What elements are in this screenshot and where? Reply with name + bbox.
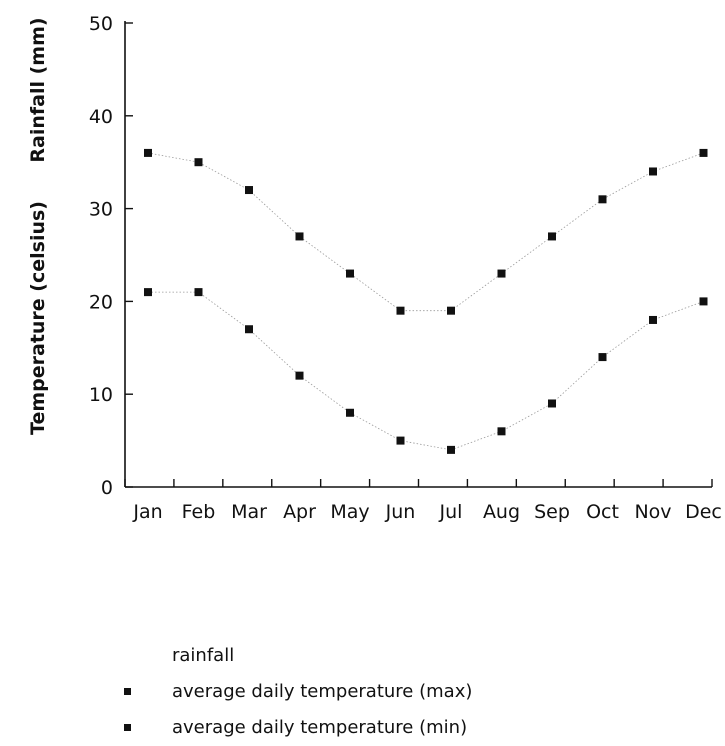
data-point-max-sep [548, 232, 556, 241]
y-axis-title-temperature: Temperature (celsius) [27, 201, 49, 435]
data-point-max-nov [649, 167, 657, 176]
y-tick-label-20: 20 [89, 291, 113, 313]
data-point-max-may [346, 269, 354, 278]
series-line-max [147, 152, 704, 312]
square-marker-icon [124, 724, 131, 731]
data-point-max-mar [245, 186, 253, 195]
data-point-max-apr [295, 232, 304, 241]
y-tick-label-50: 50 [89, 13, 113, 35]
y-tick-label-30: 30 [89, 199, 113, 221]
data-point-max-feb [194, 158, 203, 167]
data-point-max-jan [144, 148, 152, 157]
x-tick-label-jun: Jun [385, 501, 416, 523]
x-tick-label-apr: Apr [283, 501, 316, 523]
data-point-min-jul [447, 445, 455, 454]
x-tick-label-aug: Aug [483, 501, 520, 523]
data-point-max-jul [447, 306, 455, 315]
x-tick-label-oct: Oct [586, 501, 619, 523]
data-points [144, 148, 708, 454]
data-point-min-apr [295, 371, 304, 380]
legend-label-min: average daily temperature (min) [172, 717, 468, 738]
legend-label-rainfall: rainfall [172, 645, 235, 666]
legend: rainfall average daily temperature (max)… [110, 638, 670, 746]
axes: 0 10 20 30 40 50 Jan Feb Mar Apr May Jun Jul Aug Sep Oc… [89, 13, 722, 523]
data-point-min-may [346, 408, 354, 417]
x-tick-label-nov: Nov [634, 501, 671, 523]
legend-item-rainfall: rainfall [110, 638, 670, 674]
square-marker-icon [124, 688, 131, 695]
x-tick-label-mar: Mar [231, 501, 267, 523]
y-tick-label-40: 40 [89, 106, 113, 128]
trend-lines [147, 152, 704, 451]
x-tick-label-dec: Dec [685, 501, 722, 523]
x-tick-label-sep: Sep [534, 501, 570, 523]
data-point-max-aug [497, 269, 506, 278]
data-point-min-jun [396, 436, 405, 445]
data-point-min-dec [699, 297, 708, 306]
y-axis-title-rainfall: Rainfall (mm) [27, 17, 49, 162]
legend-item-max: average daily temperature (max) [110, 674, 670, 710]
y-tick-label-10: 10 [89, 384, 113, 406]
series-line-min [148, 291, 704, 451]
data-point-min-oct [598, 353, 607, 362]
data-point-min-mar [245, 325, 253, 334]
legend-item-min: average daily temperature (min) [110, 710, 670, 746]
y-tick-label-0: 0 [101, 477, 113, 499]
data-point-max-jun [396, 306, 405, 315]
data-point-min-feb [194, 288, 203, 297]
data-point-max-dec [699, 148, 708, 157]
data-point-min-nov [649, 315, 657, 324]
legend-label-max: average daily temperature (max) [172, 681, 473, 702]
x-tick-label-feb: Feb [182, 501, 216, 523]
data-point-min-jan [144, 288, 152, 297]
data-point-min-sep [548, 399, 556, 408]
chart: 0 10 20 30 40 50 Jan Feb Mar Apr May Jun Jul Aug Sep Oc… [27, 13, 722, 523]
x-tick-label-jan: Jan [132, 501, 162, 523]
x-tick-label-may: May [330, 501, 369, 523]
data-point-max-oct [598, 195, 607, 204]
data-point-min-aug [497, 427, 506, 436]
x-tick-label-jul: Jul [439, 501, 463, 523]
